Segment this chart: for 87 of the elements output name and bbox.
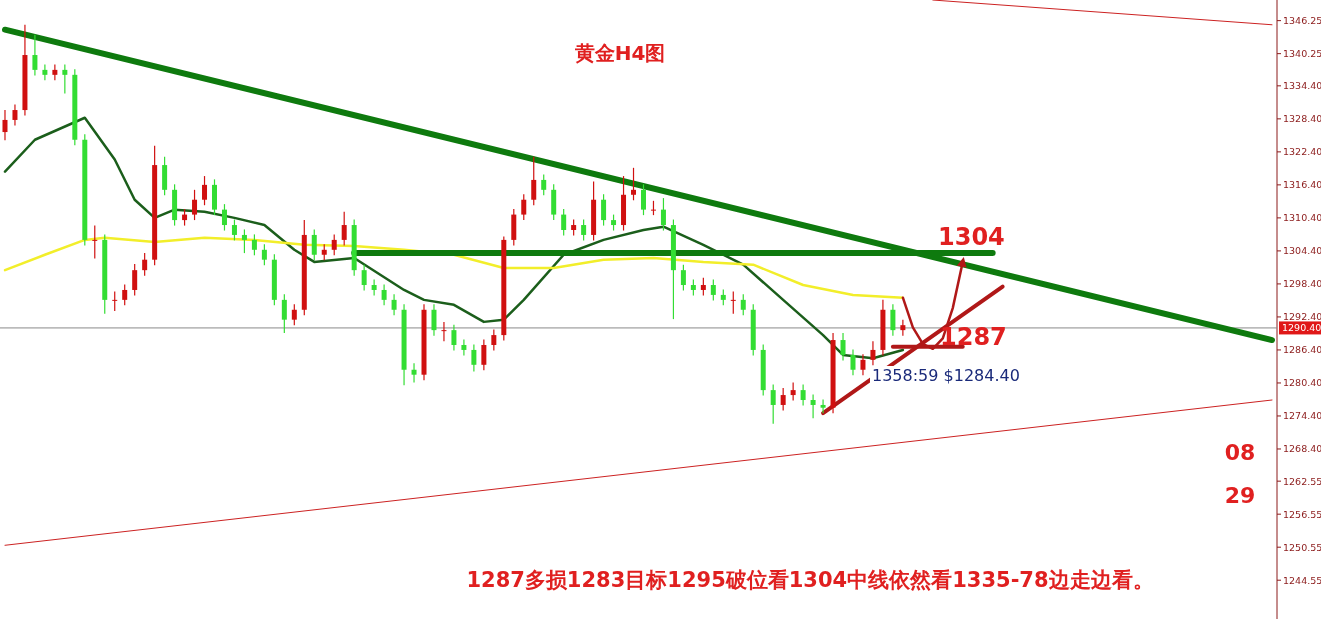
annotation: 1304 (938, 223, 1005, 252)
candlestick (411, 362, 417, 383)
y-tick-label: 1262.55 (1283, 475, 1321, 487)
candlestick (391, 293, 397, 316)
candlestick (780, 387, 786, 412)
candlestick (122, 283, 128, 306)
candlestick (850, 348, 856, 376)
candlestick (441, 321, 447, 342)
y-tick-label: 1310.40 (1283, 212, 1321, 224)
candlestick (92, 224, 98, 260)
candlestick (461, 338, 467, 357)
y-tick-label: 1244.55 (1283, 574, 1321, 586)
candlestick (900, 319, 906, 337)
y-tick-label: 1250.55 (1283, 541, 1321, 553)
y-tick-label: 1292.40 (1283, 311, 1321, 323)
annotation: 29 (1224, 483, 1256, 508)
candlestick (331, 233, 337, 256)
candlestick (42, 63, 48, 81)
candlestick (561, 208, 567, 237)
y-tick-label: 1346.25 (1283, 15, 1321, 27)
candlestick (820, 398, 826, 414)
candlestick (341, 211, 347, 246)
y-tick-label: 1298.40 (1283, 278, 1321, 290)
candlestick (660, 197, 666, 232)
candlestick (281, 293, 287, 334)
y-tick-label: 1334.40 (1283, 80, 1321, 92)
line-series (3, 116, 905, 360)
candlestick (491, 328, 497, 352)
candlestick (361, 264, 367, 292)
text: 黄金H4图 (573, 41, 666, 65)
candlestick (800, 384, 806, 407)
candlestick (870, 340, 876, 366)
y-tick-label: 1256.55 (1283, 508, 1321, 520)
candlestick (12, 103, 18, 127)
candlestick (221, 203, 227, 232)
candlestick (32, 34, 38, 76)
candlestick (202, 175, 208, 206)
candlestick (112, 291, 118, 312)
ref-line-label: 1290.40 (1282, 322, 1321, 334)
y-tick-label: 1274.40 (1283, 410, 1321, 422)
candlestick (640, 183, 646, 216)
candlestick (521, 193, 527, 221)
candlestick (890, 303, 896, 337)
candlestick (231, 218, 237, 242)
candlestick (481, 338, 487, 371)
candlestick (142, 252, 148, 277)
candlestick (730, 291, 736, 315)
annotation: 1358:59 $1284.40 (872, 366, 1020, 385)
y-tick-label: 1322.40 (1283, 146, 1321, 158)
candlestick (192, 189, 198, 221)
candlestick (451, 324, 457, 352)
candlestick (241, 228, 247, 254)
candlestick (601, 193, 607, 227)
y-tick-label: 1286.40 (1283, 344, 1321, 356)
candlestick (840, 332, 846, 361)
candlestick (471, 343, 477, 372)
y-tick-label: 1268.40 (1283, 443, 1321, 455)
candlestick (631, 167, 637, 201)
candlestick (291, 303, 297, 326)
candlestick (62, 63, 68, 95)
candlestick (710, 278, 716, 302)
candlestick (381, 283, 387, 306)
candlestick (770, 384, 776, 425)
y-tick-label: 1316.40 (1283, 179, 1321, 191)
candlestick (581, 218, 587, 242)
annotation: 08 (1224, 440, 1256, 465)
candlestick (311, 228, 317, 261)
candlestick (531, 156, 537, 206)
y-tick-label: 1280.40 (1283, 377, 1321, 389)
candlestick (371, 278, 377, 297)
candlestick (740, 293, 746, 316)
candlestick (790, 381, 796, 402)
candlestick (541, 173, 547, 196)
candlestick (251, 233, 257, 256)
candlestick (2, 109, 8, 141)
candlestick (680, 264, 686, 292)
candlestick (132, 263, 138, 297)
y-tick-label: 1328.40 (1283, 113, 1321, 125)
candlestick (261, 243, 267, 266)
annotation: 1287多损1283目标1295破位看1304中线依然看1335-78边走边看。 (466, 568, 1154, 592)
y-tick-label: 1304.40 (1283, 245, 1321, 257)
y-tick-label: 1340.25 (1283, 48, 1321, 60)
candlestick (52, 63, 58, 81)
candlestick (810, 393, 816, 419)
candlestick (860, 353, 866, 376)
line-series (3, 236, 905, 299)
candlestick (431, 303, 437, 337)
